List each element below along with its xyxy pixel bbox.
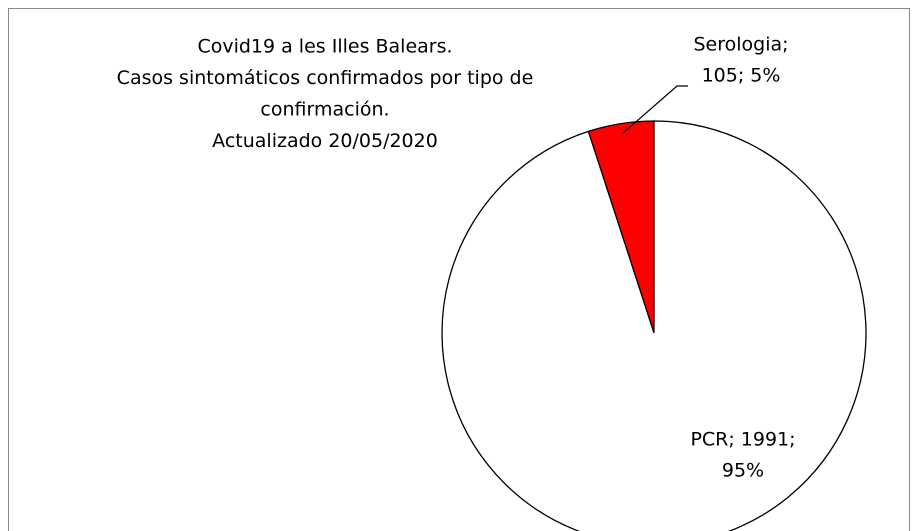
- data-label: 105; 5%: [702, 65, 781, 87]
- data-label: Serologia;: [693, 34, 788, 56]
- chart-title: Casos sintomáticos confirmados por tipo …: [117, 67, 534, 89]
- leader-line: [621, 85, 688, 135]
- pie: [441, 120, 867, 531]
- data-label: 95%: [722, 460, 764, 482]
- chart-title: Actualizado 20/05/2020: [212, 130, 438, 152]
- labels: Covid19 a les Illes Balears. Casos sintom…: [117, 34, 796, 482]
- chart-title: Covid19 a les Illes Balears.: [197, 36, 452, 58]
- chart-title: confirmación.: [260, 99, 389, 121]
- pie-slice: [441, 120, 867, 531]
- data-label: PCR; 1991;: [690, 429, 795, 451]
